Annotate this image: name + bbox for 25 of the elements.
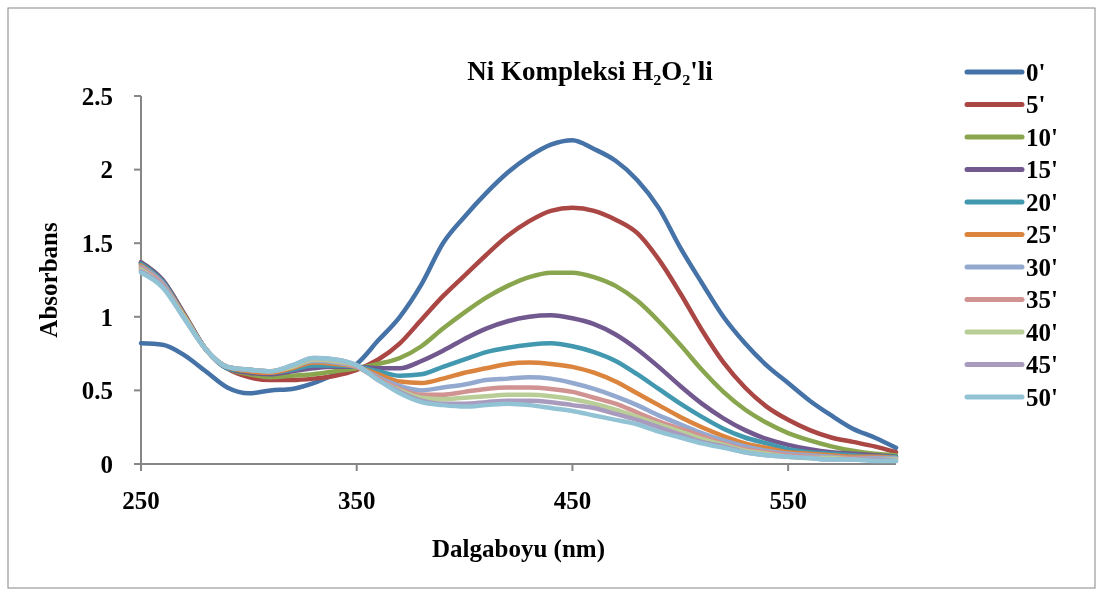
y-tick-label: 0: [100, 450, 113, 478]
legend-label: 35': [1026, 286, 1058, 314]
legend-label: 10': [1026, 123, 1058, 151]
chart-title: Ni Kompleksi H₂O₂'li: [467, 56, 714, 86]
line-series: [138, 137, 899, 451]
legend-label: 20': [1026, 188, 1058, 216]
y-tick-label: 2.5: [81, 82, 113, 110]
legend-label: 25': [1026, 221, 1058, 249]
legend-label: 0': [1026, 58, 1046, 86]
y-tick-label: 2: [100, 156, 113, 184]
y-tick-label: 1.5: [81, 229, 113, 257]
x-tick-label: 450: [553, 487, 592, 514]
y-axis-title: Absorbans: [35, 222, 62, 338]
x-tick-label: 350: [337, 487, 376, 514]
legend-label: 45': [1026, 351, 1058, 379]
x-axis-title: Dalgaboyu (nm): [432, 535, 605, 563]
y-tick-label: 0.5: [81, 377, 113, 405]
legend-label: 30': [1026, 253, 1058, 281]
x-tick-label: 250: [122, 487, 160, 514]
x-tick-label: 550: [769, 487, 807, 514]
legend-label: 15': [1026, 156, 1058, 184]
legend-label: 40': [1026, 318, 1058, 346]
y-tick-label: 1: [100, 303, 113, 331]
legend-label: 50': [1026, 383, 1058, 411]
legend-label: 5': [1026, 91, 1046, 119]
